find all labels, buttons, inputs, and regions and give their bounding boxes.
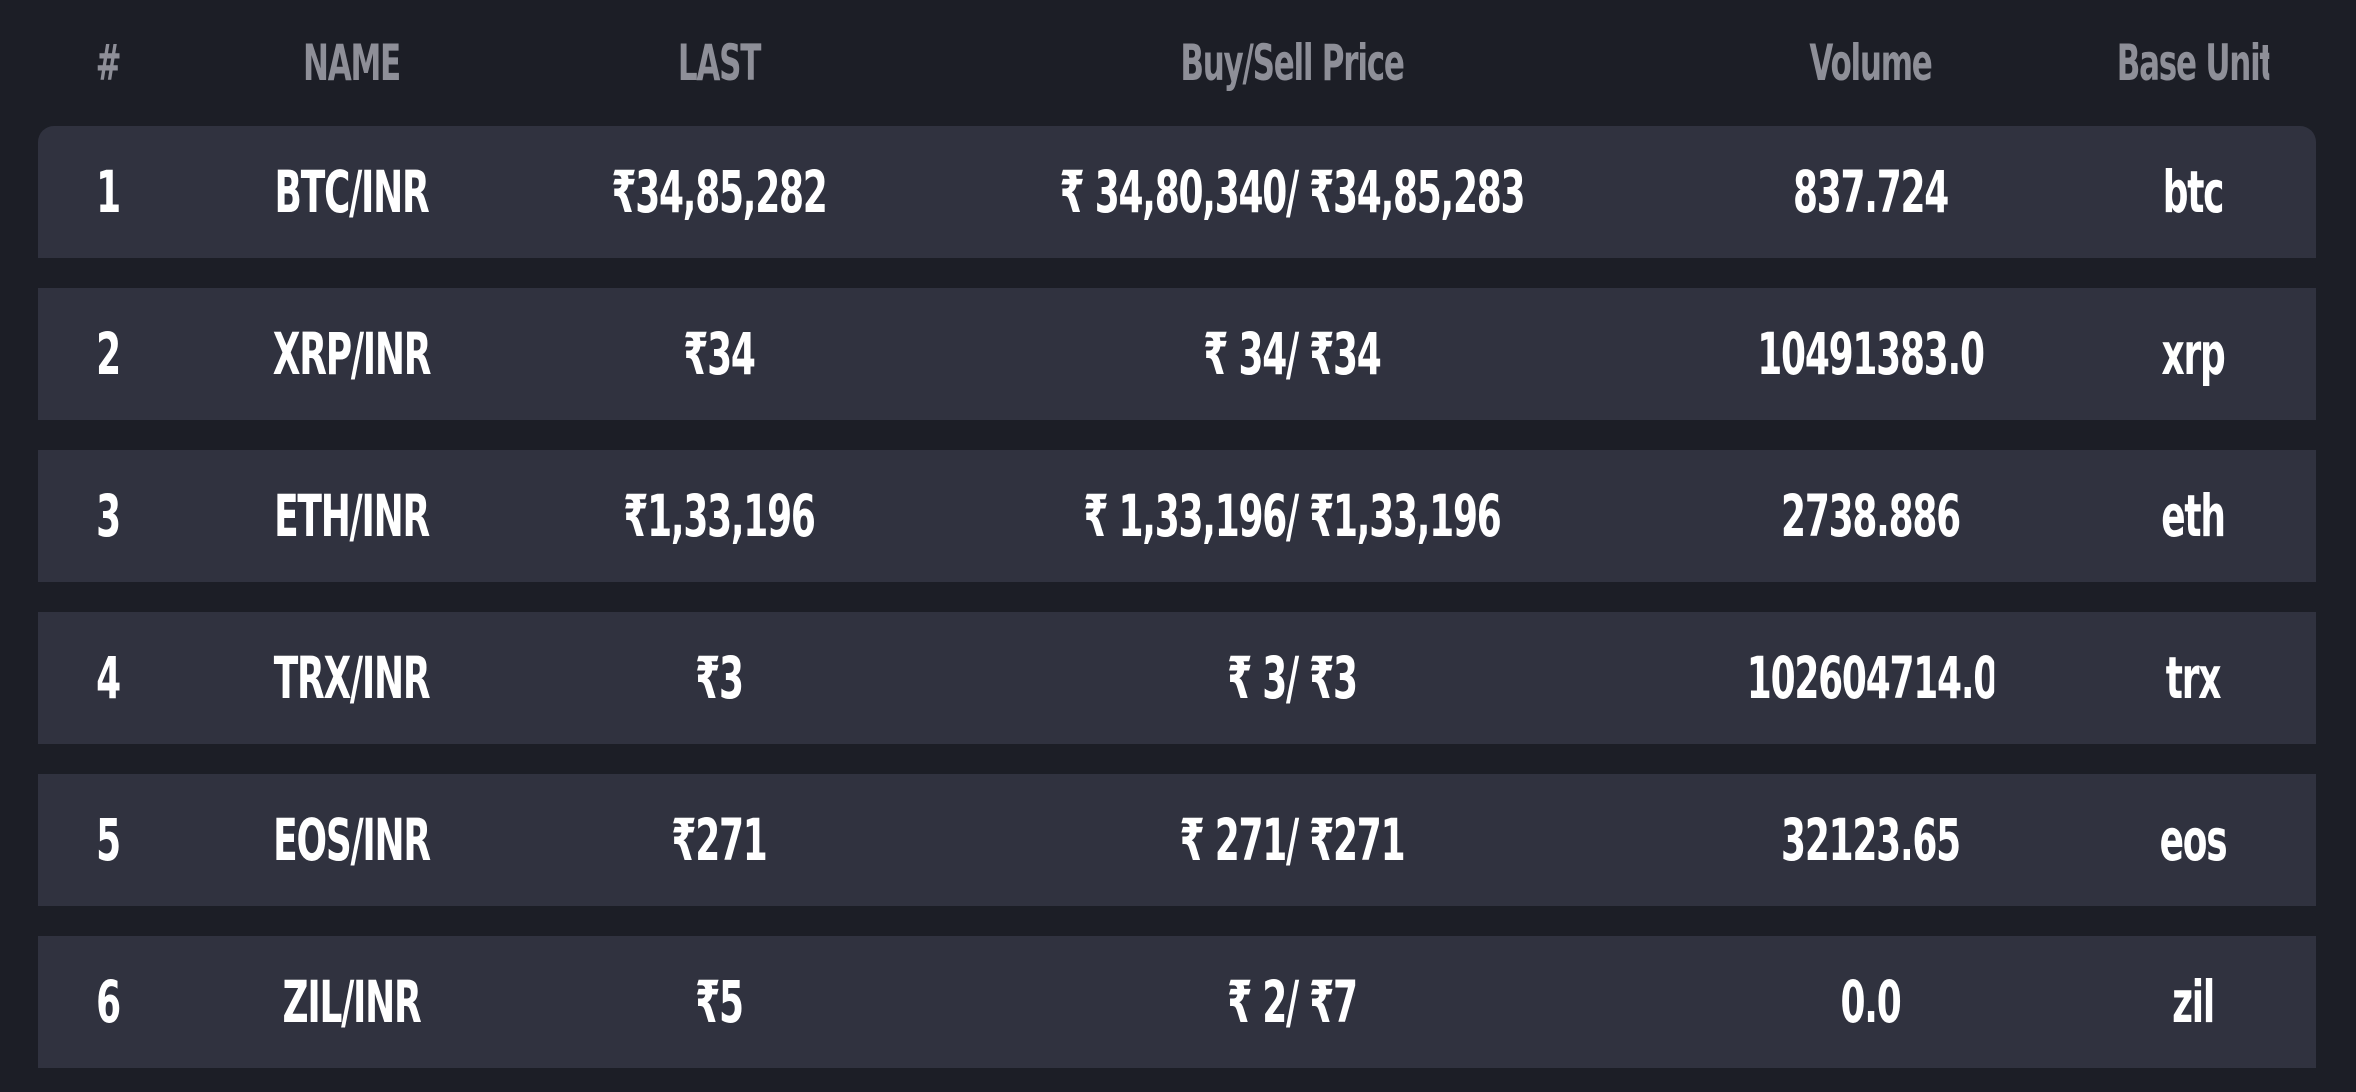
volume: 2738.886 — [1781, 482, 1961, 550]
table-header: # NAME LAST Buy/Sell Price Volume Base U… — [38, 0, 2316, 126]
row-number: 4 — [96, 644, 121, 712]
column-header-last[interactable]: LAST — [677, 34, 762, 92]
volume: 32123.65 — [1781, 806, 1961, 874]
volume: 837.724 — [1792, 158, 1949, 226]
column-header-base-unit[interactable]: Base Unit — [2116, 34, 2270, 92]
column-header-volume[interactable]: Volume — [1809, 34, 1932, 92]
table-row[interactable]: 1 BTC/INR ₹34,85,282 ₹ 34,80,340/ ₹34,85… — [38, 126, 2316, 258]
column-header-name[interactable]: NAME — [302, 34, 401, 92]
buy-sell-price: ₹ 2/ ₹7 — [1227, 968, 1358, 1036]
pair-name: EOS/INR — [273, 806, 431, 874]
base-unit: trx — [2165, 644, 2222, 712]
last-price: ₹34 — [683, 320, 756, 388]
last-price: ₹5 — [695, 968, 744, 1036]
base-unit: zil — [2172, 968, 2215, 1036]
row-number: 6 — [96, 968, 121, 1036]
last-price: ₹3 — [695, 644, 744, 712]
base-unit: btc — [2162, 158, 2225, 226]
table-row[interactable]: 5 EOS/INR ₹271 ₹ 271/ ₹271 32123.65 eos — [38, 774, 2316, 906]
buy-sell-price: ₹ 3/ ₹3 — [1227, 644, 1358, 712]
base-unit: xrp — [2161, 320, 2226, 388]
table-row[interactable]: 2 XRP/INR ₹34 ₹ 34/ ₹34 10491383.0 xrp — [38, 288, 2316, 420]
pair-name: ZIL/INR — [282, 968, 422, 1036]
volume: 0.0 — [1840, 968, 1902, 1036]
base-unit: eos — [2159, 806, 2228, 874]
pair-name: ETH/INR — [274, 482, 430, 550]
base-unit: eth — [2161, 482, 2226, 550]
row-number: 2 — [96, 320, 121, 388]
row-number: 5 — [96, 806, 121, 874]
market-table: # NAME LAST Buy/Sell Price Volume Base U… — [38, 0, 2316, 1068]
buy-sell-price: ₹ 271/ ₹271 — [1179, 806, 1406, 874]
last-price: ₹271 — [671, 806, 767, 874]
pair-name: BTC/INR — [274, 158, 430, 226]
volume: 10491383.0 — [1757, 320, 1985, 388]
table-row[interactable]: 3 ETH/INR ₹1,33,196 ₹ 1,33,196/ ₹1,33,19… — [38, 450, 2316, 582]
last-price: ₹34,85,282 — [611, 158, 827, 226]
table-row[interactable]: 4 TRX/INR ₹3 ₹ 3/ ₹3 102604714.0 trx — [38, 612, 2316, 744]
table-row[interactable]: 6 ZIL/INR ₹5 ₹ 2/ ₹7 0.0 zil — [38, 936, 2316, 1068]
buy-sell-price: ₹ 1,33,196/ ₹1,33,196 — [1083, 482, 1501, 550]
pair-name: XRP/INR — [272, 320, 432, 388]
row-number: 3 — [96, 482, 121, 550]
last-price: ₹1,33,196 — [623, 482, 816, 550]
pair-name: TRX/INR — [273, 644, 431, 712]
column-header-buy-sell-price[interactable]: Buy/Sell Price — [1180, 34, 1405, 92]
buy-sell-price: ₹ 34/ ₹34 — [1203, 320, 1381, 388]
column-header-number[interactable]: # — [95, 34, 122, 92]
row-number: 1 — [96, 158, 121, 226]
volume: 102604714.0 — [1746, 644, 1995, 712]
buy-sell-price: ₹ 34,80,340/ ₹34,85,283 — [1059, 158, 1526, 226]
